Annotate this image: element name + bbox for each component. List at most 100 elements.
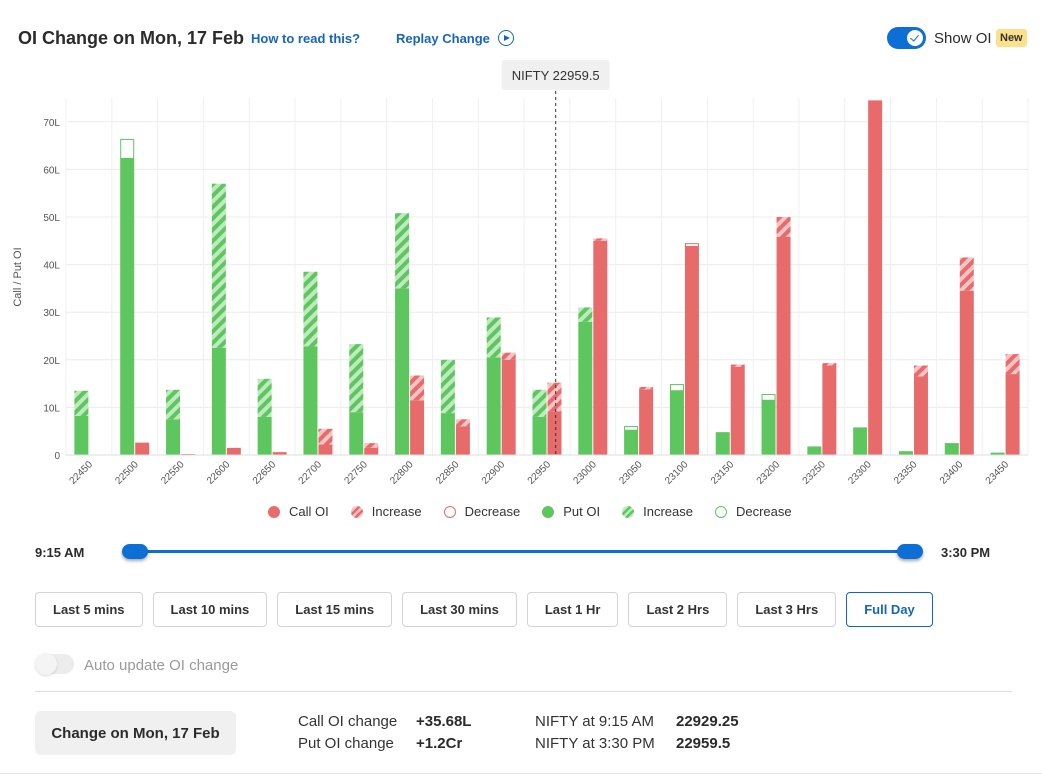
show-oi-toggle[interactable] (887, 27, 926, 49)
put-increase-bar (532, 389, 547, 417)
x-tick-label: 22450 (68, 459, 96, 487)
x-tick-label: 23150 (709, 459, 737, 487)
call-increase-bar (1005, 354, 1020, 375)
call-increase-bar (547, 382, 562, 412)
put-increase-bar (74, 390, 89, 416)
put-increase-bar (395, 213, 410, 289)
chart-legend: Call OI Increase Decrease Put OI Increas… (268, 504, 814, 519)
call-increase-bar (959, 257, 974, 291)
call-oi-bar (776, 236, 791, 455)
change-date-button[interactable]: Change on Mon, 17 Feb (35, 711, 236, 755)
call-oi-bar (593, 240, 608, 455)
put-oi-change-value: +1.2Cr (416, 735, 463, 752)
legend-label: Increase (643, 504, 693, 519)
put-decrease-bar (120, 138, 135, 159)
put-oi-bar (898, 451, 913, 455)
x-tick-label: 23000 (571, 459, 599, 487)
call-increase-bar (318, 428, 333, 445)
put-oi-bar (990, 452, 1005, 455)
play-icon (497, 30, 514, 46)
call-increase-bar (593, 238, 608, 241)
call-oi-bar (639, 389, 654, 455)
put-oi-bar (211, 347, 226, 455)
last-1-hr-button[interactable]: Last 1 Hr (526, 592, 619, 627)
last-30-mins-button[interactable]: Last 30 mins (402, 592, 517, 627)
put-oi-bar (395, 288, 410, 455)
spot-price-tag (501, 60, 610, 90)
x-tick-label: 23450 (984, 459, 1012, 487)
call-oi-bar (868, 100, 883, 455)
x-tick-label: 22800 (388, 459, 416, 487)
put-decrease-bar (669, 384, 684, 392)
y-tick-label: 50L (43, 213, 60, 224)
call-increase-bar (822, 363, 837, 366)
legend-call-increase[interactable]: Increase (350, 504, 422, 519)
legend-call-decrease[interactable]: Decrease (443, 504, 521, 519)
put-oi-bar (120, 158, 135, 455)
last-5-mins-button[interactable]: Last 5 mins (35, 592, 143, 627)
legend-put-oi[interactable]: Put OI (542, 504, 600, 519)
put-oi-bar (74, 415, 89, 455)
put-oi-change-label: Put OI change (298, 735, 394, 752)
auto-update-toggle[interactable] (35, 653, 74, 675)
x-tick-label: 22550 (159, 459, 187, 487)
divider (35, 691, 1012, 692)
put-oi-bar (624, 430, 639, 455)
check-icon (907, 30, 923, 46)
slider-end-time: 3:30 PM (941, 545, 991, 560)
x-tick-label: 23300 (846, 459, 874, 487)
put-oi-swatch (542, 505, 555, 518)
x-tick-label: 22650 (251, 459, 279, 487)
put-oi-bar (669, 390, 684, 455)
last-3-hrs-button[interactable]: Last 3 Hrs (737, 592, 837, 627)
call-increase-bar (501, 352, 516, 360)
slider-start-handle[interactable] (122, 544, 148, 559)
x-tick-label: 23250 (801, 459, 829, 487)
x-tick-label: 22950 (526, 459, 554, 487)
legend-label: Call OI (289, 504, 329, 519)
legend-label: Decrease (464, 504, 521, 519)
put-decrease-swatch (714, 505, 727, 518)
legend-call-oi[interactable]: Call OI (268, 504, 329, 519)
last-2-hrs-button[interactable]: Last 2 Hrs (628, 592, 728, 627)
call-oi-bar (959, 290, 974, 455)
call-oi-bar (684, 246, 699, 455)
legend-label: Increase (371, 504, 422, 519)
x-tick-label: 22900 (480, 459, 508, 487)
x-tick-label: 23350 (892, 459, 920, 487)
call-oi-bar (272, 452, 287, 455)
full-day-button[interactable]: Full Day (846, 592, 933, 627)
last-10-mins-button[interactable]: Last 10 mins (152, 592, 268, 627)
y-tick-label: 70L (43, 118, 60, 129)
call-increase-bar (410, 375, 425, 401)
put-oi-bar (761, 400, 776, 455)
call-increase-bar (913, 365, 928, 377)
call-oi-swatch (268, 505, 280, 518)
how-to-read-link[interactable]: How to read this? (251, 31, 361, 46)
call-oi-bar (455, 426, 470, 455)
call-increase-bar (776, 217, 791, 237)
call-oi-bar (364, 447, 379, 455)
page-title: OI Change on Mon, 17 Feb (18, 28, 245, 48)
slider-start-time: 9:15 AM (35, 545, 85, 560)
y-tick-label: 20L (43, 356, 60, 367)
spot-price-label: NIFTY 22959.5 (512, 68, 600, 83)
legend-put-increase[interactable]: Increase (622, 504, 693, 519)
time-range-track[interactable] (135, 550, 910, 553)
put-increase-bar (166, 389, 181, 420)
put-oi-bar (303, 346, 318, 455)
put-oi-bar (578, 321, 593, 455)
x-tick-label: 22500 (113, 459, 141, 487)
y-tick-label: 0 (54, 451, 60, 462)
x-tick-label: 22600 (205, 459, 233, 487)
nifty-start-value: 22929.25 (676, 713, 739, 730)
put-increase-bar (257, 378, 272, 417)
y-tick-label: 60L (43, 165, 60, 176)
put-oi-bar (166, 419, 181, 455)
put-increase-bar (303, 271, 318, 347)
last-15-mins-button[interactable]: Last 15 mins (277, 592, 393, 627)
slider-end-handle[interactable] (897, 544, 923, 559)
replay-change-button[interactable]: Replay Change (396, 30, 514, 46)
legend-put-decrease[interactable]: Decrease (714, 504, 792, 519)
